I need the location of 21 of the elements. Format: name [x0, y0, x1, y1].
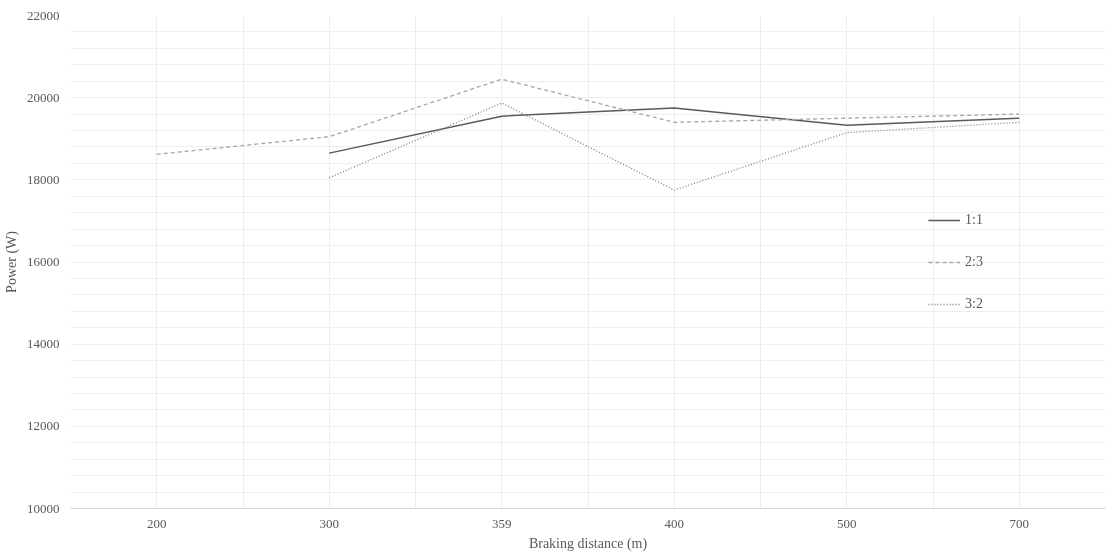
x-tick-label: 400	[664, 515, 684, 531]
x-tick-label: 359	[492, 515, 512, 531]
x-tick-label: 200	[147, 515, 167, 531]
y-axis-title: Power (W)	[4, 230, 20, 293]
legend-label: 2:3	[965, 253, 984, 270]
y-tick-label: 20000	[27, 89, 60, 105]
line-series	[328, 102, 1020, 191]
x-tick-label: 300	[319, 515, 339, 531]
y-tick-label: 14000	[27, 336, 60, 352]
y-tick-label: 10000	[27, 500, 60, 516]
x-tick-label: 700	[1009, 515, 1029, 531]
y-tick-label: 18000	[27, 171, 60, 187]
legend-label: 1:1	[965, 211, 984, 228]
y-tick-label: 16000	[27, 254, 60, 269]
line-series	[156, 78, 1020, 156]
line-series	[328, 107, 1020, 154]
y-tick-label: 12000	[27, 418, 60, 434]
y-tick-label: 22000	[27, 7, 60, 23]
x-axis-title: Braking distance (m)	[528, 535, 648, 552]
x-tick-label: 500	[837, 515, 857, 531]
legend-label: 3:2	[965, 295, 984, 312]
